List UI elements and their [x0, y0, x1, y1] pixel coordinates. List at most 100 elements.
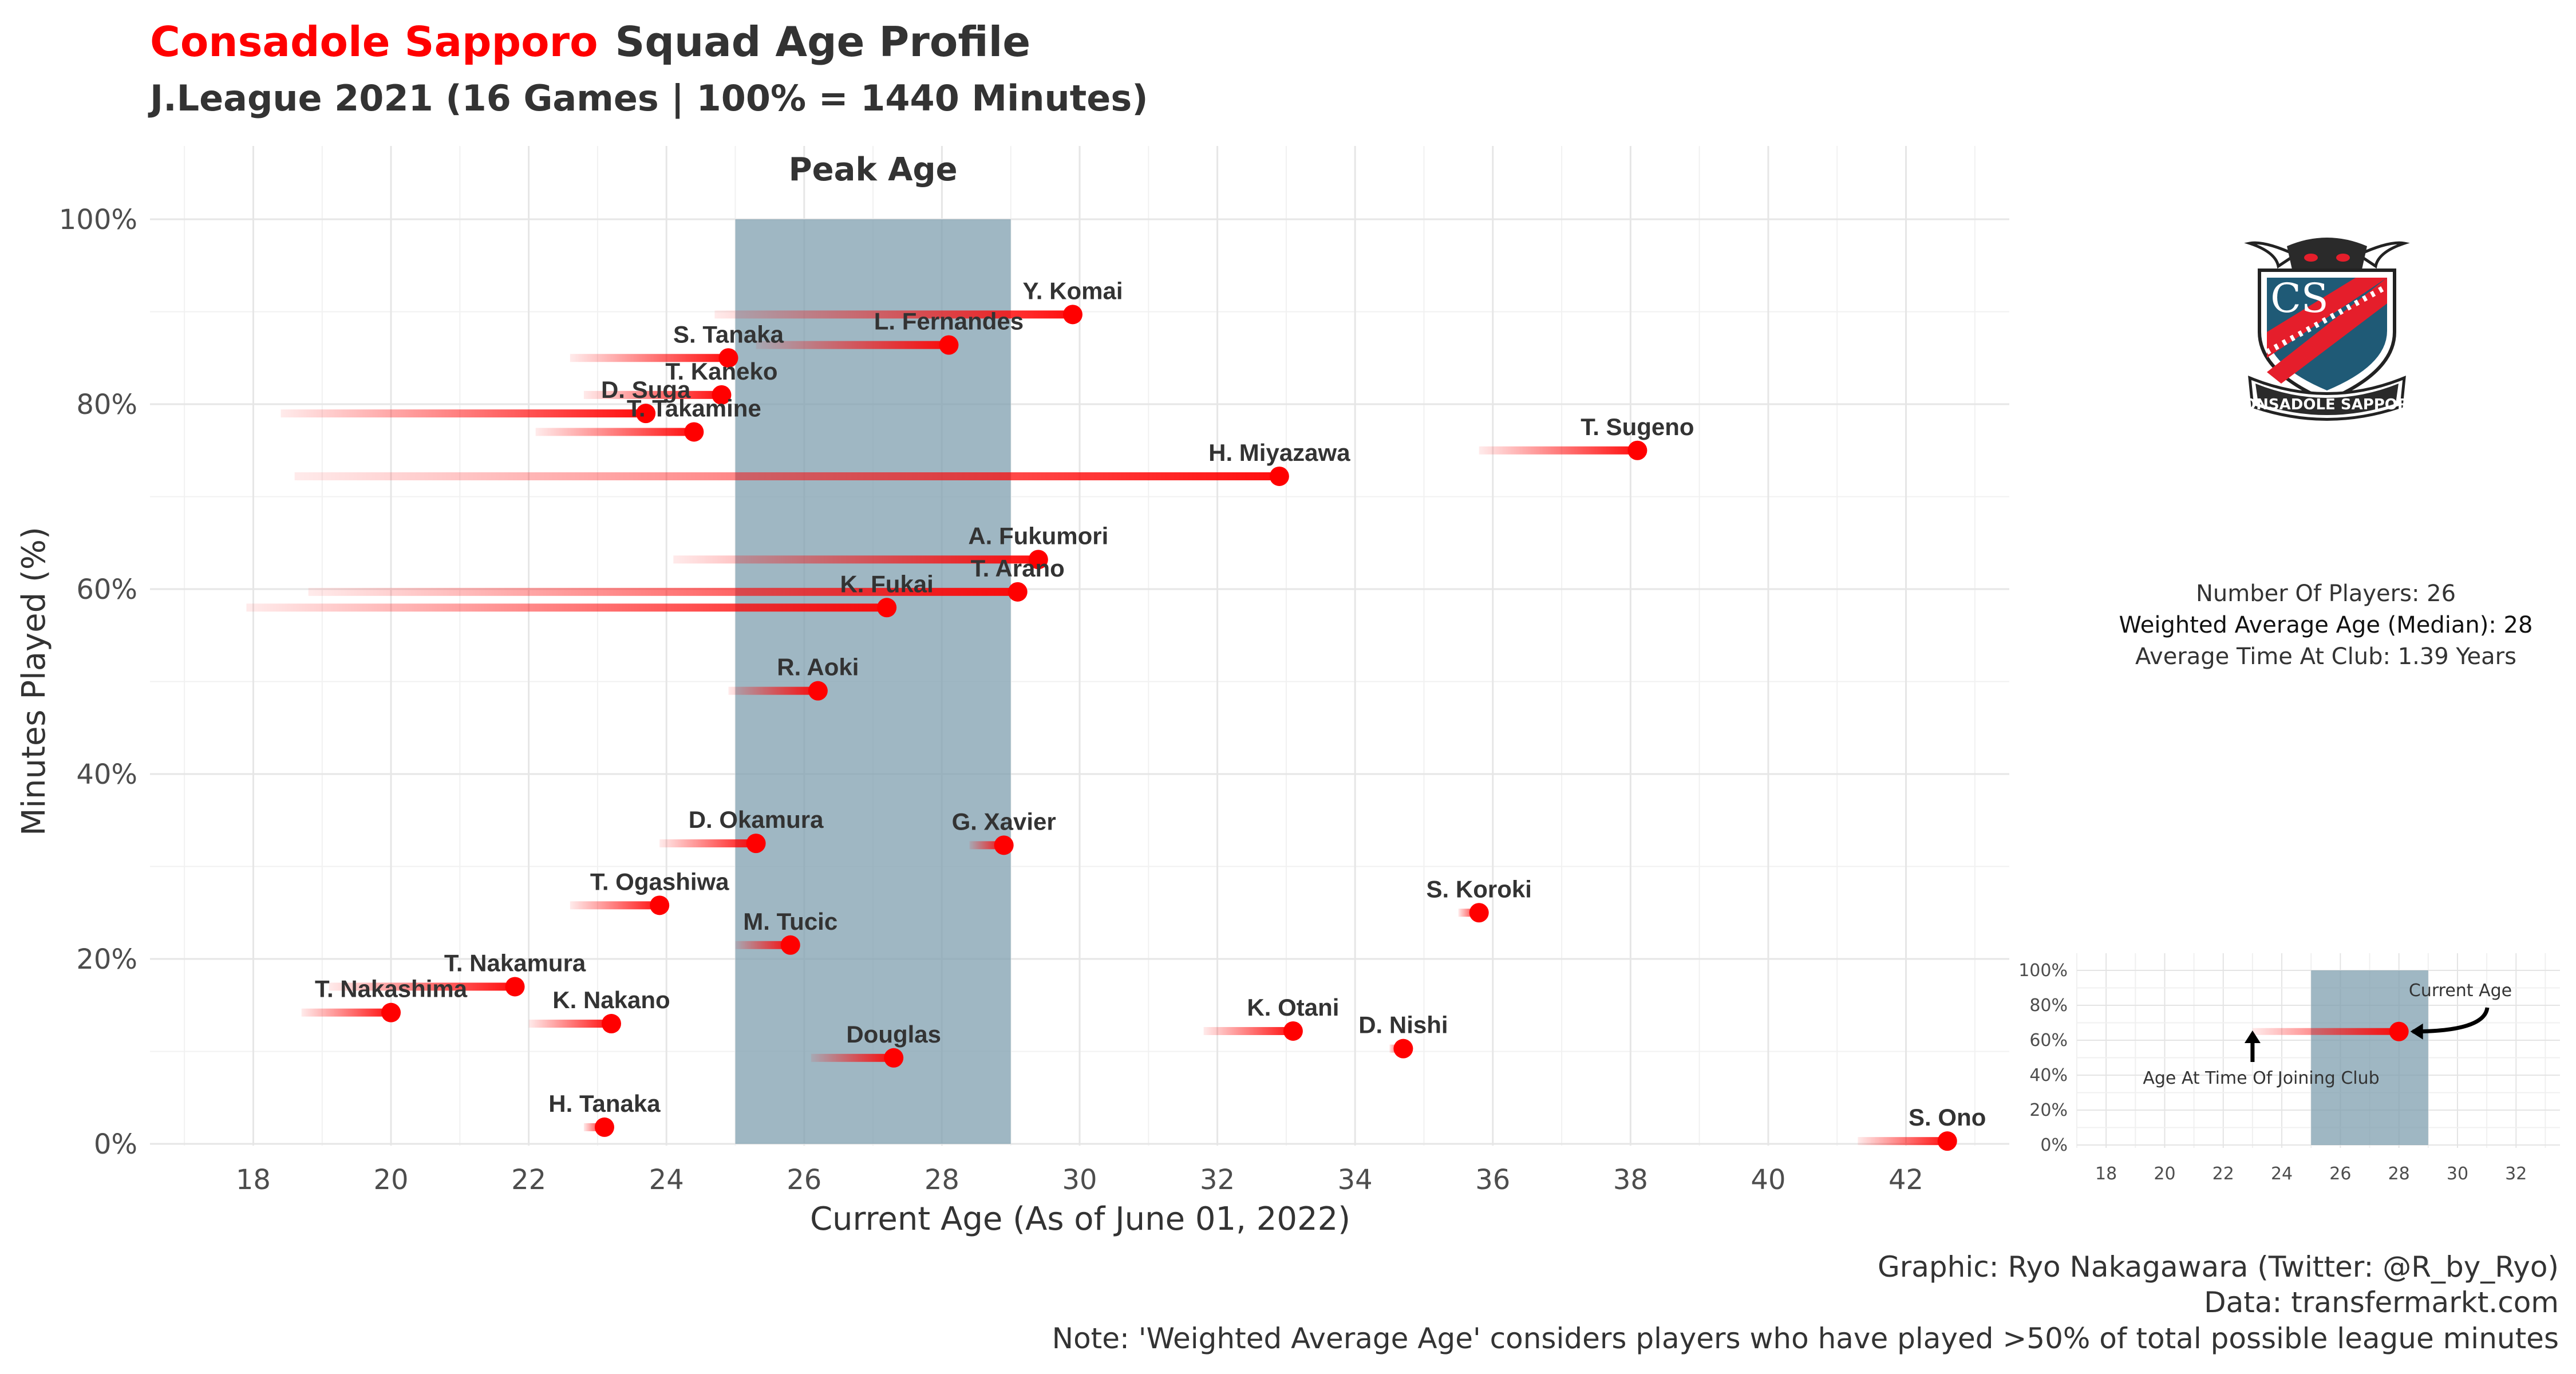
x-tick-label: 40 [1751, 1164, 1785, 1196]
crest-banner-text: CONSADOLE SAPPORO [2233, 396, 2421, 413]
y-tick-label: 20% [76, 943, 137, 976]
player-label: S. Ono [1909, 1104, 1986, 1131]
player-trail [1858, 1137, 1947, 1146]
y-axis-ticks: 0% 20% 40% 60% 80% 100% [59, 204, 137, 1160]
x-tick-label: 24 [649, 1164, 684, 1196]
player-point [636, 404, 656, 424]
player-point [1062, 305, 1082, 325]
player-trail [756, 341, 949, 349]
player-point [684, 422, 704, 442]
x-tick-label: 30 [1062, 1164, 1097, 1196]
player-label: T. Kaneko [665, 358, 777, 385]
player-trail [673, 555, 1038, 564]
x-tick-label: 36 [1475, 1164, 1510, 1196]
inset-x-tick: 32 [2505, 1164, 2527, 1184]
inset-peak-band [2311, 970, 2428, 1145]
footer-note: Note: 'Weighted Average Age' considers p… [1052, 1322, 2559, 1355]
x-axis-label: Current Age (As of June 01, 2022) [810, 1201, 1350, 1238]
inset-y-tick: 100% [2018, 961, 2068, 981]
player-label: T. Nakashima [315, 976, 468, 1002]
player-point [808, 681, 828, 701]
inset-arrow-head [2410, 1023, 2423, 1040]
inset-y-tick: 60% [2029, 1030, 2068, 1051]
player-point [712, 385, 732, 405]
player-label: D. Nishi [1358, 1012, 1448, 1039]
player-point [381, 1002, 401, 1022]
player-trail [583, 390, 722, 399]
stat-weighted-age: Weighted Average Age (Median): 28 [2119, 612, 2533, 638]
inset-x-tick: 24 [2271, 1164, 2293, 1184]
peak-age-rect [735, 219, 1011, 1144]
inset-joining-label: Age At Time Of Joining Club [2143, 1068, 2379, 1088]
player-label: Y. Komai [1022, 277, 1123, 304]
player-trail [528, 1020, 611, 1028]
player-point [601, 1014, 621, 1034]
player-label: T. Arano [971, 555, 1065, 582]
player-label: K. Nakano [552, 986, 670, 1013]
player-point [780, 935, 800, 955]
player-point [505, 977, 525, 997]
player-label: D. Okamura [689, 806, 824, 833]
x-tick-label: 32 [1200, 1164, 1235, 1196]
player-label: S. Koroki [1427, 875, 1532, 902]
player-label: A. Fukumori [968, 522, 1108, 549]
player-point [884, 1048, 904, 1068]
inset-current-age-label: Current Age [2409, 981, 2512, 1001]
player-trail [535, 428, 694, 436]
y-tick-label: 40% [76, 759, 137, 791]
x-tick-label: 34 [1338, 1164, 1373, 1196]
player-point [994, 835, 1014, 855]
legend-inset: 18 20 22 24 26 28 30 32 0% 20% 40% 60% 80% 100% Curren… [2018, 953, 2560, 1184]
x-tick-label: 38 [1613, 1164, 1648, 1196]
player-point [594, 1117, 614, 1137]
player-trail [308, 587, 1018, 596]
player-point [1008, 582, 1028, 602]
x-axis-ticks: 18 20 22 24 26 28 30 32 34 36 38 40 42 [236, 1164, 1923, 1196]
player-label: T. Ogashiwa [590, 868, 729, 895]
team-name: Consadole Sapporo [150, 18, 598, 66]
x-tick-label: 18 [236, 1164, 271, 1196]
inset-x-tick: 26 [2329, 1164, 2351, 1184]
inset-arrow-head [2244, 1030, 2261, 1043]
player-label: H. Miyazawa [1208, 439, 1350, 466]
player-label: K. Fukai [840, 570, 933, 597]
crest-monogram: CS [2270, 275, 2329, 322]
footer-data-source: Data: transfermarkt.com [2204, 1286, 2559, 1319]
y-tick-label: 100% [59, 204, 137, 236]
inset-x-tick: 28 [2388, 1164, 2410, 1184]
player-trail [570, 354, 729, 362]
player-point [939, 335, 959, 355]
player-points [381, 305, 1957, 1151]
player-trail [728, 686, 818, 695]
inset-y-tick: 0% [2040, 1135, 2068, 1155]
player-trail [1479, 446, 1638, 455]
player-label: S. Tanaka [673, 321, 784, 348]
player-trail [280, 409, 646, 418]
player-point [650, 895, 670, 915]
inset-x-tick: 22 [2212, 1164, 2234, 1184]
chart-subtitle: J.League 2021 (16 Games | 100% = 1440 Mi… [148, 77, 1148, 120]
player-point [1937, 1131, 1957, 1151]
inset-current-age-arrow [2412, 1007, 2490, 1034]
stat-player-count: Number Of Players: 26 [2196, 581, 2456, 607]
player-label: R. Aoki [777, 654, 859, 681]
player-trail [246, 603, 887, 612]
player-label: Douglas [846, 1021, 941, 1048]
player-trail [301, 1008, 392, 1017]
player-label: M. Tucic [743, 908, 837, 935]
player-label: T. Sugeno [1581, 413, 1694, 440]
player-trail [570, 901, 660, 910]
stat-time-at-club: Average Time At Club: 1.39 Years [2135, 643, 2516, 670]
player-trail [659, 839, 756, 848]
player-point [718, 348, 738, 368]
inset-x-tick: 30 [2447, 1164, 2468, 1184]
y-tick-label: 80% [76, 389, 137, 421]
inset-y-tick: 20% [2029, 1100, 2068, 1120]
player-trail [735, 941, 791, 949]
footer-credit: Graphic: Ryo Nakagawara (Twitter: @R_by_… [1878, 1250, 2559, 1284]
player-label: D. Suga [601, 376, 691, 403]
player-trail [811, 1053, 894, 1062]
inset-example-point [2389, 1021, 2409, 1041]
